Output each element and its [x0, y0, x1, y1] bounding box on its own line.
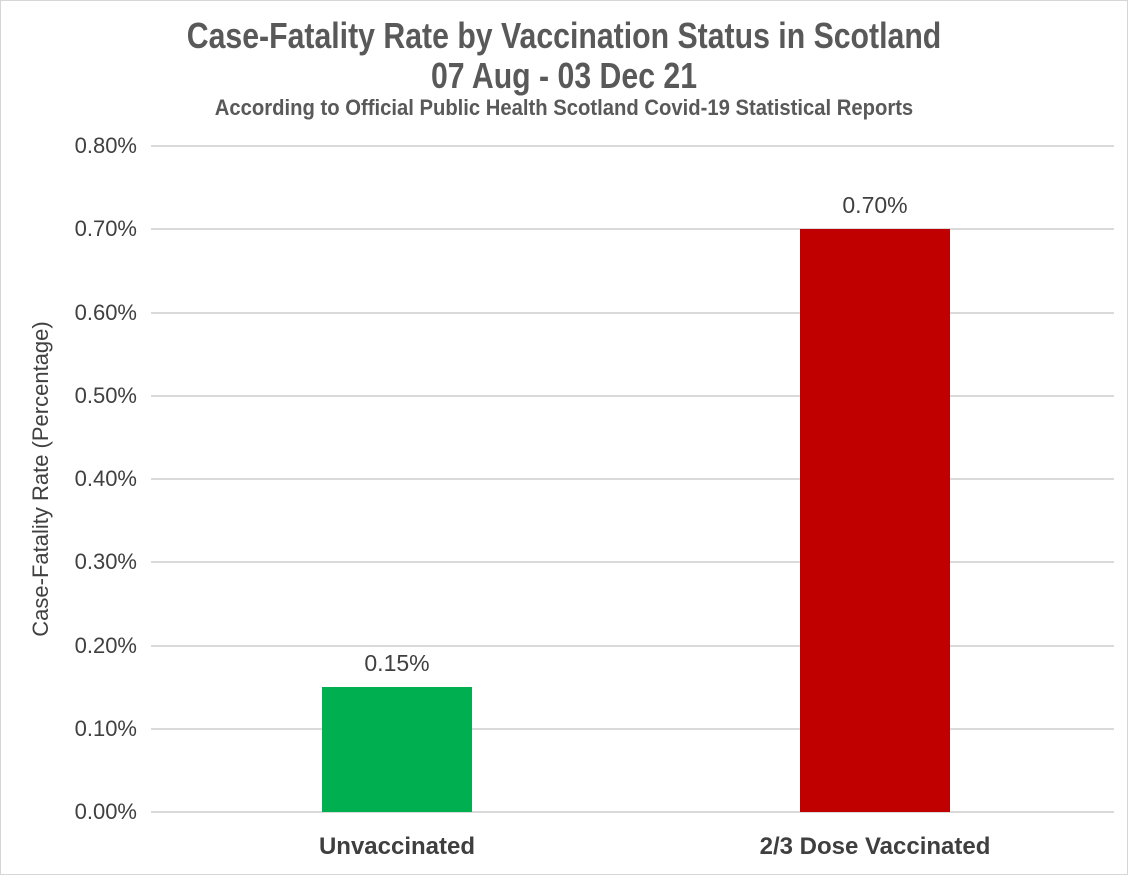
y-axis-tick-label-0.40%: 0.40%: [74, 466, 137, 491]
bar-2-3-dose-vaccinated: [800, 229, 950, 812]
y-axis-tick-label-0.80%: 0.80%: [74, 133, 137, 158]
x-axis-label-2-3-dose-vaccinated: 2/3 Dose Vaccinated: [759, 833, 991, 860]
chart-title-line1: Case-Fatality Rate by Vaccination Status…: [186, 15, 942, 56]
y-axis-tick-0.40%: [151, 478, 158, 480]
y-axis-tick-0.00%: [151, 811, 158, 813]
gridline-0.10%: [158, 727, 1114, 730]
y-axis-tick-label-0.30%: 0.30%: [74, 549, 137, 575]
y-axis-tick-label-0.20%: 0.20%: [74, 632, 137, 658]
y-axis-tick-0.50%: [151, 394, 158, 397]
chart-subtitle: According to Official Public Health Scot…: [214, 95, 914, 120]
gridline-0.80%: [158, 145, 1114, 147]
gridline-0.30%: [158, 561, 1114, 564]
bar-value-label-unvaccinated: 0.15%: [364, 650, 430, 677]
y-axis-tick-label-0.60%: 0.60%: [74, 299, 137, 325]
y-axis-tick-label-0.10%: 0.10%: [74, 715, 137, 741]
chart-title-line2: 07 Aug - 03 Dec 21: [430, 55, 698, 96]
y-axis-tick-label-0.70%: 0.70%: [74, 216, 137, 242]
y-axis-tick-0.30%: [151, 561, 158, 564]
gridline-0.60%: [158, 311, 1114, 314]
bar-unvaccinated: [322, 687, 472, 812]
y-axis-tick-0.80%: [151, 145, 158, 147]
gridline-0.00%: [158, 811, 1114, 813]
x-axis-label-unvaccinated: Unvaccinated: [318, 833, 476, 860]
gridline-0.20%: [158, 644, 1114, 647]
y-axis-tick-0.20%: [151, 644, 158, 647]
y-axis-tick-label-0.50%: 0.50%: [74, 382, 137, 408]
gridline-0.70%: [158, 228, 1114, 231]
y-axis-tick-label-0.00%: 0.00%: [74, 799, 137, 824]
gridline-0.50%: [158, 394, 1114, 397]
bar-value-label-2-3-dose-vaccinated: 0.70%: [842, 192, 908, 219]
gridline-0.40%: [158, 478, 1114, 480]
y-axis-tick-0.60%: [151, 311, 158, 314]
y-axis-tick-0.70%: [151, 228, 158, 231]
y-axis-tick-0.10%: [151, 727, 158, 730]
